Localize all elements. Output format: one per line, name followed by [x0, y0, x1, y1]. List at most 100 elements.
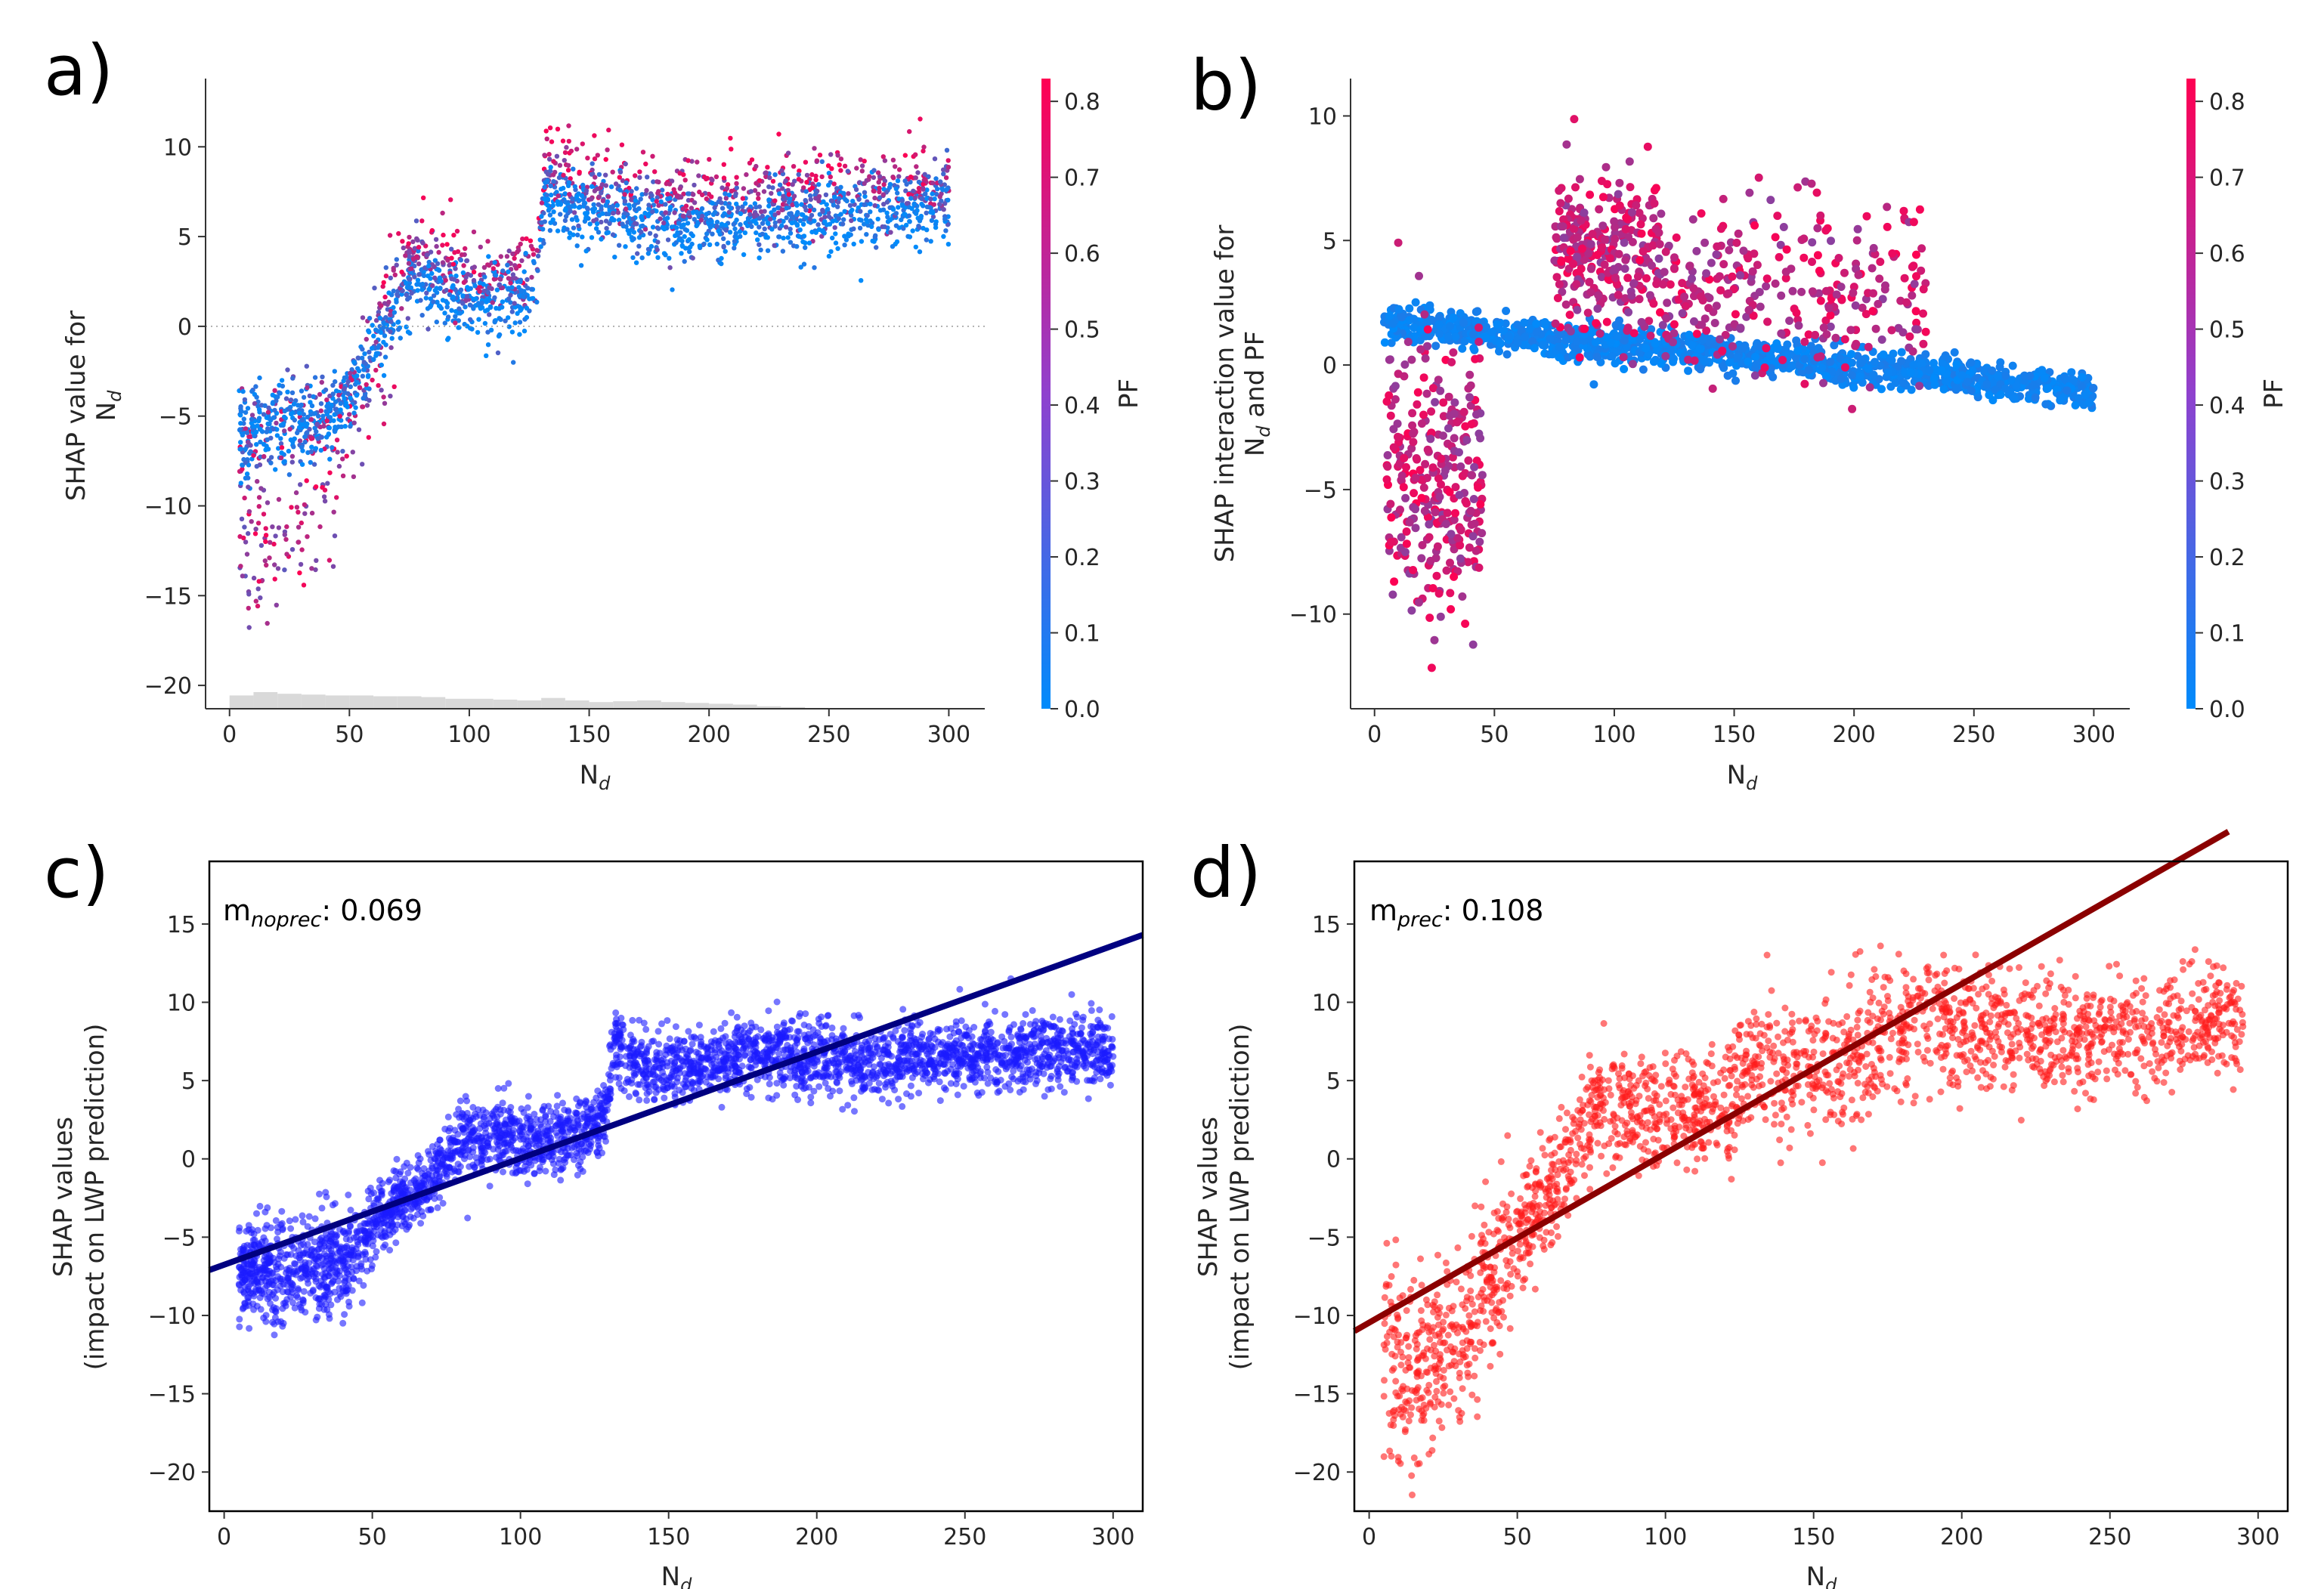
b-point — [1444, 332, 1453, 342]
b-point — [1837, 374, 1846, 383]
a-point — [364, 403, 370, 408]
a-point — [931, 202, 937, 207]
b-point — [1386, 411, 1395, 420]
b-point — [1715, 272, 1724, 281]
a-point — [555, 228, 561, 233]
b-point — [1716, 224, 1725, 233]
a-point — [795, 209, 800, 215]
a-point — [907, 128, 912, 134]
b-point — [1745, 188, 1754, 197]
a-point — [423, 295, 429, 301]
a-point — [435, 299, 440, 305]
a-point — [313, 446, 319, 451]
a-point — [242, 397, 248, 403]
b-point — [1862, 212, 1871, 221]
a-point — [803, 189, 809, 194]
b-point — [1409, 429, 1418, 438]
b-point — [1400, 372, 1409, 381]
a-point — [830, 218, 836, 224]
b-point — [1868, 264, 1877, 273]
a-point — [871, 239, 877, 244]
a-point — [680, 213, 686, 218]
b-point — [1471, 354, 1480, 363]
a-point — [246, 434, 252, 439]
a-point — [265, 437, 270, 443]
a-point — [271, 426, 276, 432]
a-point — [595, 153, 600, 158]
a-point — [842, 243, 847, 248]
a-point — [481, 281, 486, 287]
a-point — [284, 552, 289, 557]
a-point — [803, 207, 809, 213]
b-point — [1763, 317, 1772, 326]
b-point — [1469, 344, 1478, 353]
a-point — [244, 430, 250, 435]
a-point — [265, 410, 271, 415]
b-point — [1478, 471, 1487, 480]
a-point — [698, 218, 704, 223]
a-point — [494, 305, 499, 311]
a-point — [509, 309, 515, 314]
a-point — [896, 205, 901, 210]
a-point — [487, 263, 492, 268]
a-point — [942, 216, 948, 222]
b-x-tick-label: 100 — [1592, 722, 1635, 748]
b-point — [1826, 357, 1835, 366]
b-point — [1504, 332, 1513, 341]
b-point — [1657, 359, 1666, 368]
a-point — [262, 403, 268, 408]
a-point — [838, 212, 843, 217]
a-point — [295, 430, 300, 436]
a-histogram-bar — [397, 696, 422, 709]
b-point — [1880, 285, 1889, 294]
b-point — [1613, 332, 1622, 341]
a-point — [903, 205, 908, 210]
a-point — [686, 236, 692, 243]
a-point — [820, 228, 825, 234]
a-point — [593, 175, 598, 180]
a-point — [812, 265, 817, 271]
a-point — [535, 268, 540, 274]
b-point — [1794, 321, 1803, 330]
a-point — [584, 206, 590, 211]
a-point — [928, 239, 933, 244]
b-point — [2040, 374, 2049, 382]
b-point — [1583, 308, 1592, 317]
b-point — [1915, 205, 1924, 214]
a-point — [551, 172, 556, 178]
a-point — [257, 410, 262, 415]
b-point — [1555, 342, 1564, 351]
a-point — [616, 218, 622, 223]
a-point — [772, 172, 778, 178]
a-point — [650, 153, 655, 159]
a-point — [704, 231, 710, 236]
a-point — [580, 182, 586, 188]
b-point — [1502, 307, 1511, 315]
a-point — [468, 317, 473, 323]
a-point — [647, 230, 653, 236]
a-point — [301, 583, 307, 588]
a-point — [377, 315, 383, 321]
a-point — [766, 184, 772, 190]
a-point — [535, 253, 541, 259]
a-point — [278, 441, 284, 447]
b-point — [1847, 371, 1856, 380]
b-point — [1407, 355, 1416, 364]
a-point — [801, 261, 807, 267]
a-point — [576, 223, 581, 229]
a-point — [589, 172, 595, 177]
a-point — [798, 264, 803, 270]
a-point — [449, 276, 454, 282]
a-point — [762, 226, 767, 232]
a-point — [661, 226, 667, 232]
a-point — [253, 527, 258, 532]
a-point — [430, 283, 435, 289]
b-point — [1937, 366, 1946, 375]
a-point — [770, 178, 776, 184]
a-point — [758, 247, 763, 252]
a-point — [555, 193, 561, 199]
a-point — [570, 196, 575, 202]
a-point — [754, 163, 759, 169]
b-point — [1713, 242, 1722, 251]
a-point — [434, 319, 439, 325]
